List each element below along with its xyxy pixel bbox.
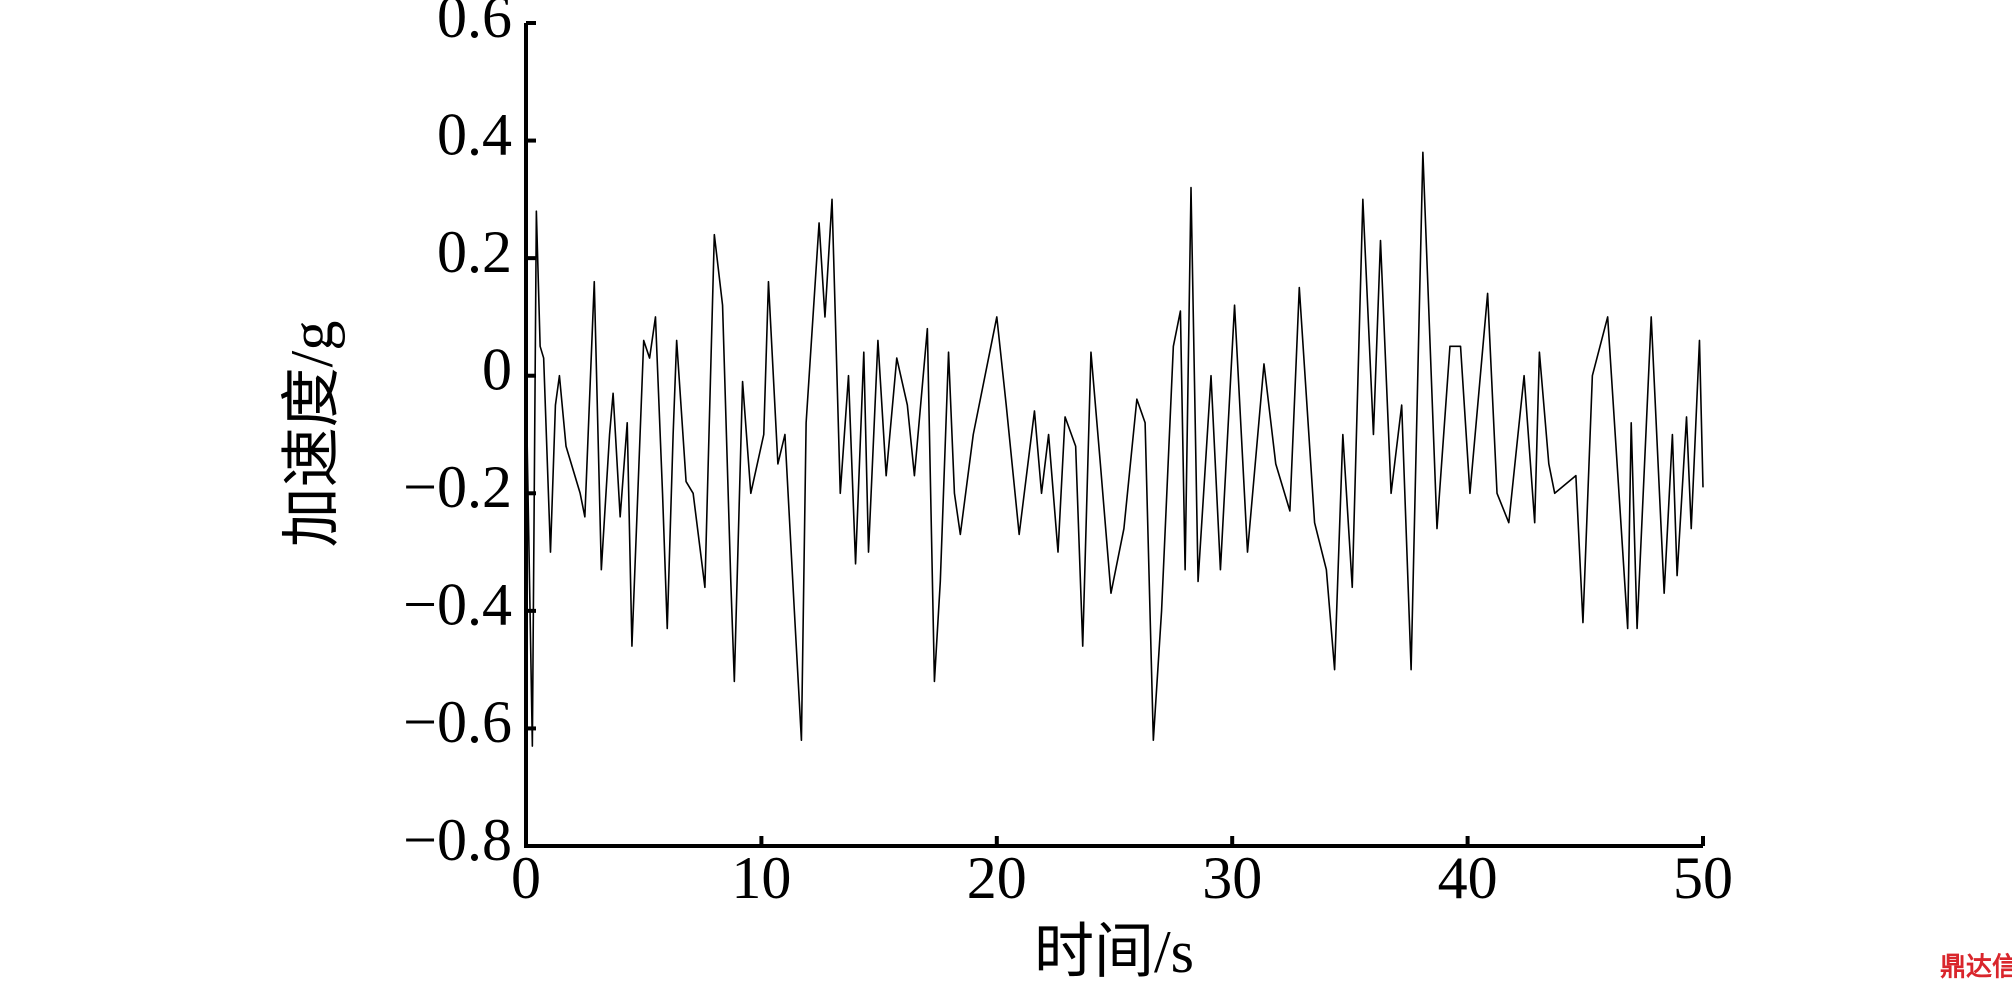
x-tick-label: 40 (1438, 845, 1498, 911)
x-tick-label: 20 (967, 845, 1027, 911)
x-tick-label: 10 (731, 845, 791, 911)
y-axis-label: 加速度/g (279, 321, 345, 548)
x-tick-label: 30 (1202, 845, 1262, 911)
y-tick-label: 0.2 (437, 219, 512, 285)
x-axis-label: 时间/s (1034, 919, 1194, 985)
y-tick-label: 0 (482, 336, 512, 402)
watermark: 鼎达信 (1940, 953, 2012, 983)
y-tick-label: −0.4 (403, 572, 512, 638)
y-tick-label: −0.6 (403, 689, 512, 755)
data-line (525, 151, 1704, 747)
y-tick-label: −0.8 (403, 807, 512, 873)
y-tick-label: 0.6 (437, 0, 512, 50)
x-tick-label: 0 (511, 845, 541, 911)
y-tick-label: 0.4 (437, 101, 512, 167)
x-tick-label: 50 (1673, 845, 1733, 911)
y-tick-label: −0.2 (403, 454, 512, 520)
